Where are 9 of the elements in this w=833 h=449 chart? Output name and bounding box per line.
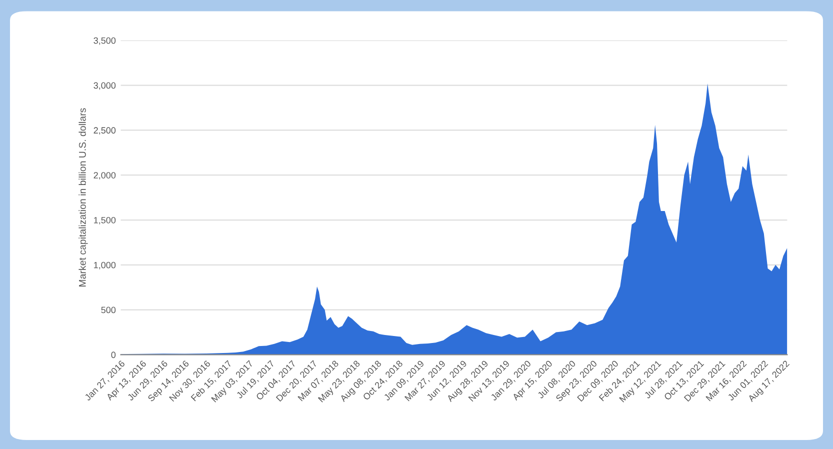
y-tick-label: 1,500	[94, 216, 116, 224]
y-tick-label: 0	[111, 352, 116, 358]
y-tick-label: 500	[101, 306, 116, 314]
y-tick-label: 1,000	[94, 262, 116, 270]
y-tick-label: 3,500	[94, 37, 116, 45]
y-tick-label: 2,000	[94, 172, 116, 180]
y-tick-label: 3,000	[94, 82, 116, 90]
y-axis-title: Market capitalization in billion U.S. dollars	[78, 108, 88, 286]
y-tick-label: 2,500	[94, 127, 116, 135]
